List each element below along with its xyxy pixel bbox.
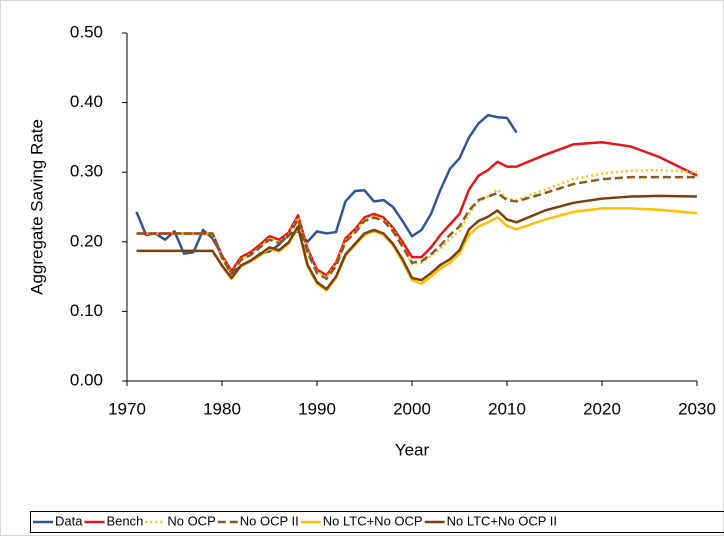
y-tick-label: 0.50 [70, 22, 103, 41]
y-tick-label: 0.20 [70, 231, 103, 250]
legend-label: No LTC+No OCP II [447, 513, 557, 528]
legend-label: Data [55, 513, 83, 528]
x-tick-label: 2020 [583, 399, 621, 418]
x-tick-label: 1990 [298, 399, 336, 418]
y-axis-title: Aggregate Saving Rate [27, 119, 46, 295]
series-line [136, 175, 697, 280]
x-tick-label: 2000 [393, 399, 431, 418]
legend-label: No LTC+No OCP [323, 513, 423, 528]
x-tick-label: 2030 [678, 399, 716, 418]
x-axis-title: Year [395, 440, 430, 459]
x-tick-label: 2010 [488, 399, 526, 418]
series-line [136, 194, 698, 291]
y-tick-label: 0.00 [70, 370, 103, 389]
x-tick-label: 1970 [108, 399, 146, 418]
series-line [135, 113, 518, 275]
y-tick-label: 0.40 [70, 92, 103, 111]
y-tick-label: 0.30 [70, 162, 103, 181]
x-tick-label: 1980 [203, 399, 241, 418]
legend-label: No OCP II [240, 513, 299, 528]
legend-label: No OCP [167, 513, 215, 528]
y-tick-label: 0.10 [70, 301, 103, 320]
legend-box [30, 511, 724, 533]
legend-label: Bench [106, 513, 143, 528]
